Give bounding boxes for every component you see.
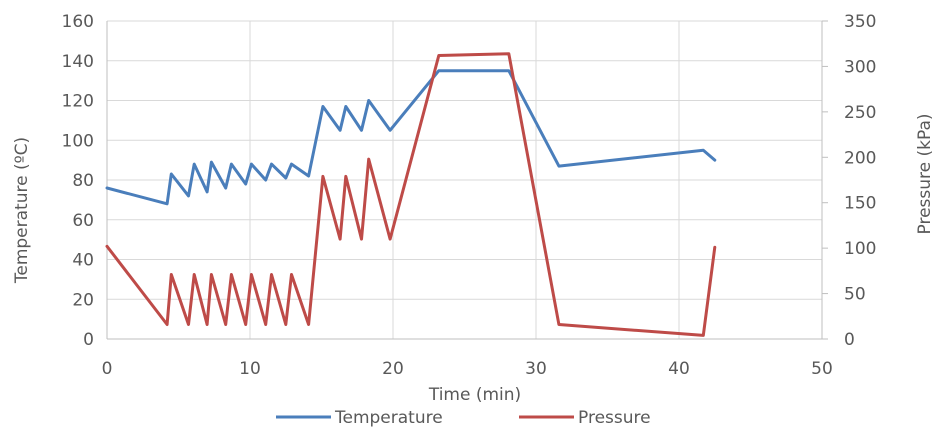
- y-tick-label: 80: [72, 171, 94, 191]
- series-line-pressure: [105, 52, 717, 337]
- axes: [106, 20, 828, 340]
- y-tick-label: 60: [72, 211, 94, 231]
- y2-axis-title: Pressure (kPa): [915, 113, 935, 234]
- y-tick-label: 140: [62, 52, 94, 72]
- y2-tick-label: 200: [844, 148, 876, 168]
- y2-tick-label: 300: [844, 57, 876, 77]
- y-tick-label: 20: [72, 290, 94, 310]
- y2-tick-label: 250: [844, 103, 876, 123]
- x-tick-label: 40: [668, 359, 690, 379]
- series-lines: [105, 52, 717, 337]
- y-tick-label: 100: [62, 131, 94, 151]
- legend: Temperature Pressure: [276, 408, 651, 428]
- series-line-temperature: [105, 69, 717, 206]
- y-tick-label: 0: [83, 330, 94, 350]
- y2-tick-label: 100: [844, 239, 876, 259]
- x-tick-label: 10: [239, 359, 261, 379]
- legend-label-pressure: Pressure: [578, 408, 651, 428]
- y-tick-label: 40: [72, 251, 94, 271]
- y-tick-label: 160: [62, 12, 94, 32]
- y2-tick-label: 350: [844, 12, 876, 32]
- tick-labels: 0204060801001201401600501001502002503003…: [62, 12, 877, 379]
- x-tick-label: 0: [102, 359, 113, 379]
- y2-tick-label: 0: [844, 330, 855, 350]
- x-axis-title: Time (min): [428, 385, 521, 405]
- legend-label-temperature: Temperature: [334, 408, 443, 428]
- y2-tick-label: 150: [844, 194, 876, 214]
- x-tick-label: 20: [382, 359, 404, 379]
- y-axis-title: Temperature (ºC): [12, 137, 32, 284]
- gridlines: [107, 20, 823, 339]
- y-tick-label: 120: [62, 92, 94, 112]
- y2-tick-label: 50: [844, 285, 866, 305]
- x-tick-label: 30: [525, 359, 547, 379]
- x-tick-label: 50: [811, 359, 833, 379]
